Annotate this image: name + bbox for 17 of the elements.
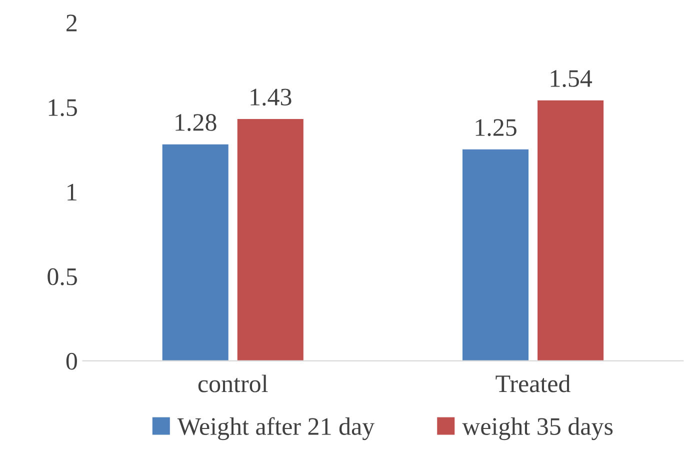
- x-tick-label: control: [198, 374, 268, 392]
- data-label: 1.43: [250, 88, 292, 106]
- y-tick-label: 0.5: [48, 268, 77, 286]
- y-tick-label: 1: [68, 184, 76, 200]
- y-tick-label: 1.5: [48, 99, 77, 116]
- bar: [237, 118, 304, 361]
- bar: [538, 100, 604, 361]
- y-tick-label: 0: [66, 352, 77, 370]
- y-tick-label: 2: [66, 14, 77, 32]
- data-label: 1.54: [550, 70, 592, 88]
- bar: [162, 144, 228, 361]
- legend-label: Weight after 21 day: [177, 417, 375, 440]
- bar: [462, 149, 529, 361]
- x-tick-label: Treated: [496, 374, 570, 392]
- data-label: 1.25: [476, 119, 516, 136]
- data-label: 1.28: [176, 114, 216, 132]
- legend-label: weight 35 days: [462, 417, 613, 440]
